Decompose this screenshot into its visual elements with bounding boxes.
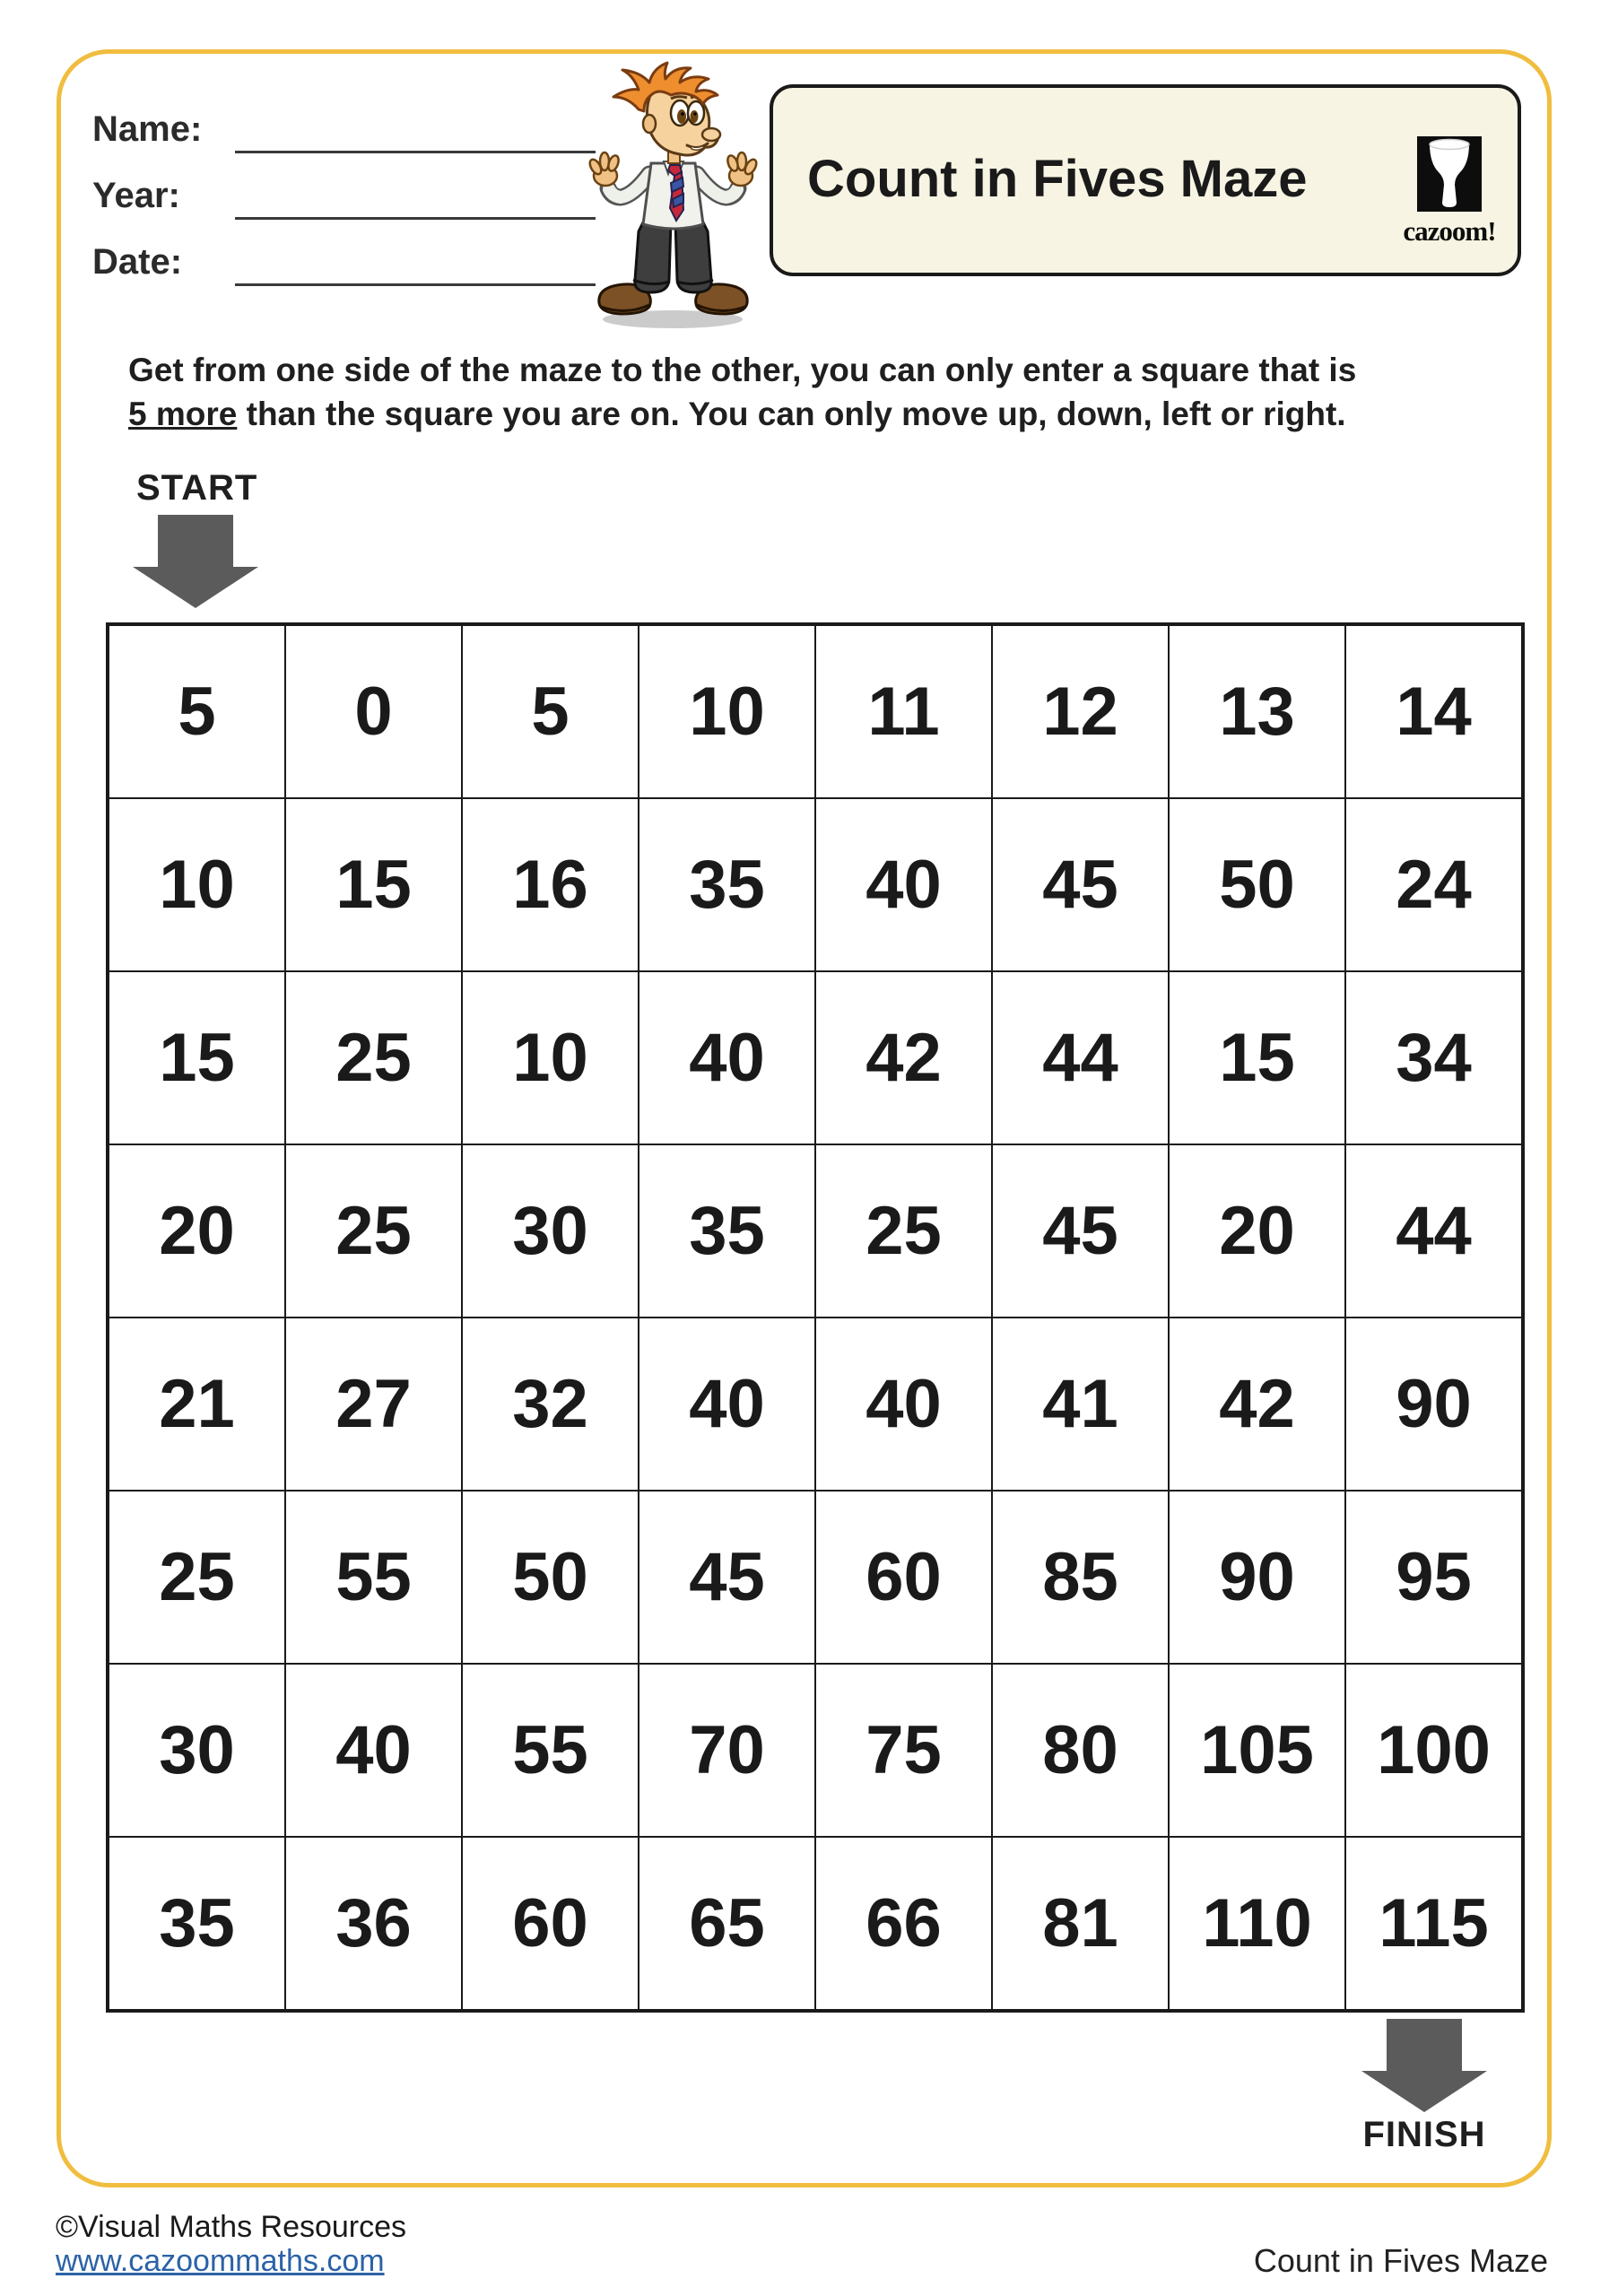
maze-cell[interactable]: 55 xyxy=(285,1491,462,1664)
maze-cell[interactable]: 30 xyxy=(462,1144,639,1318)
maze-cell[interactable]: 16 xyxy=(462,798,639,971)
start-label: START xyxy=(136,468,258,508)
maze-cell[interactable]: 15 xyxy=(109,971,285,1144)
maze-cell[interactable]: 40 xyxy=(285,1664,462,1837)
maze-cell[interactable]: 10 xyxy=(462,971,639,1144)
maze-cell[interactable]: 20 xyxy=(109,1144,285,1318)
footer-website-link[interactable]: www.cazoommaths.com xyxy=(56,2244,385,2278)
instructions-line1: Get from one side of the maze to the oth… xyxy=(128,352,1357,388)
maze-cell[interactable]: 32 xyxy=(462,1318,639,1491)
maze-cell[interactable]: 105 xyxy=(1169,1664,1345,1837)
maze-cell[interactable]: 11 xyxy=(815,625,992,798)
maze-cell[interactable]: 44 xyxy=(992,971,1169,1144)
maze-cell[interactable]: 40 xyxy=(815,798,992,971)
maze-cell[interactable]: 35 xyxy=(639,1144,815,1318)
maze-cell[interactable]: 60 xyxy=(815,1491,992,1664)
maze-cell[interactable]: 14 xyxy=(1345,625,1522,798)
maze-cell[interactable]: 85 xyxy=(992,1491,1169,1664)
maze-cell[interactable]: 42 xyxy=(815,971,992,1144)
maze-cell[interactable]: 15 xyxy=(1169,971,1345,1144)
maze-cell[interactable]: 10 xyxy=(109,798,285,971)
maze-cell[interactable]: 42 xyxy=(1169,1318,1345,1491)
instructions-text: Get from one side of the maze to the oth… xyxy=(128,348,1509,436)
maze-cell[interactable]: 44 xyxy=(1345,1144,1522,1318)
maze-cell[interactable]: 75 xyxy=(815,1664,992,1837)
maze-cell[interactable]: 50 xyxy=(1169,798,1345,971)
name-field[interactable] xyxy=(235,151,596,153)
page-border-frame xyxy=(57,49,1552,2187)
year-field[interactable] xyxy=(235,217,596,220)
maze-cell[interactable]: 35 xyxy=(109,1837,285,2010)
maze-cell[interactable]: 20 xyxy=(1169,1144,1345,1318)
maze-cell[interactable]: 5 xyxy=(109,625,285,798)
maze-cell[interactable]: 0 xyxy=(285,625,462,798)
maze-cell[interactable]: 90 xyxy=(1345,1318,1522,1491)
maze-cell[interactable]: 34 xyxy=(1345,971,1522,1144)
maze-cell[interactable]: 13 xyxy=(1169,625,1345,798)
maze-cell[interactable]: 36 xyxy=(285,1837,462,2010)
maze-cell[interactable]: 100 xyxy=(1345,1664,1522,1837)
instructions-line2: than the square you are on. You can only… xyxy=(237,396,1346,432)
maze-cell[interactable]: 40 xyxy=(639,1318,815,1491)
goblet-icon xyxy=(1429,138,1470,207)
maze-cell[interactable]: 95 xyxy=(1345,1491,1522,1664)
finish-label: FINISH xyxy=(1362,2115,1486,2154)
maze-cell[interactable]: 21 xyxy=(109,1318,285,1491)
maze-cell[interactable]: 45 xyxy=(639,1491,815,1664)
maze-cell[interactable]: 35 xyxy=(639,798,815,971)
name-label: Name: xyxy=(92,109,203,149)
instructions-emphasis: 5 more xyxy=(128,396,238,432)
maze-cell[interactable]: 25 xyxy=(815,1144,992,1318)
date-field[interactable] xyxy=(235,283,596,286)
maze-cell[interactable]: 15 xyxy=(285,798,462,971)
finish-arrow-icon xyxy=(1361,2019,1487,2112)
footer-copyright: ©Visual Maths Resources xyxy=(56,2210,407,2244)
cazoom-logo-text: cazoom! xyxy=(1403,215,1496,247)
year-label: Year: xyxy=(92,176,180,215)
maze-cell[interactable]: 81 xyxy=(992,1837,1169,2010)
maze-cell[interactable]: 27 xyxy=(285,1318,462,1491)
maze-cell[interactable]: 24 xyxy=(1345,798,1522,971)
title-box: Count in Fives Maze cazoom! xyxy=(770,84,1521,276)
maze-cell[interactable]: 110 xyxy=(1169,1837,1345,2010)
maze-cell[interactable]: 30 xyxy=(109,1664,285,1837)
maze-cell[interactable]: 70 xyxy=(639,1664,815,1837)
cazoom-mascot-icon xyxy=(588,61,758,328)
maze-cell[interactable]: 45 xyxy=(992,1144,1169,1318)
maze-cell[interactable]: 45 xyxy=(992,798,1169,971)
maze-cell[interactable]: 5 xyxy=(462,625,639,798)
maze-cell[interactable]: 90 xyxy=(1169,1491,1345,1664)
maze-cell[interactable]: 41 xyxy=(992,1318,1169,1491)
maze-cell[interactable]: 60 xyxy=(462,1837,639,2010)
maze-cell[interactable]: 40 xyxy=(639,971,815,1144)
maze-cell[interactable]: 25 xyxy=(109,1491,285,1664)
maze-cell[interactable]: 80 xyxy=(992,1664,1169,1837)
footer-worksheet-name: Count in Fives Maze xyxy=(1253,2242,1548,2279)
maze-cell[interactable]: 115 xyxy=(1345,1837,1522,2010)
maze-cell[interactable]: 12 xyxy=(992,625,1169,798)
start-arrow-icon xyxy=(133,515,258,608)
maze-cell[interactable]: 25 xyxy=(285,971,462,1144)
date-label: Date: xyxy=(92,242,183,282)
maze-cell[interactable]: 25 xyxy=(285,1144,462,1318)
maze-cell[interactable]: 10 xyxy=(639,625,815,798)
maze-grid: 5 0 5 10 11 12 13 14 10 15 16 35 40 45 50 24 15 25 10 40 42 4… xyxy=(106,622,1525,2013)
worksheet-title: Count in Fives Maze xyxy=(807,150,1308,208)
maze-cell[interactable]: 66 xyxy=(815,1837,992,2010)
cazoom-logo: cazoom! xyxy=(1403,135,1497,260)
maze-cell[interactable]: 40 xyxy=(815,1318,992,1491)
maze-cell[interactable]: 50 xyxy=(462,1491,639,1664)
maze-cell[interactable]: 55 xyxy=(462,1664,639,1837)
maze-cell[interactable]: 65 xyxy=(639,1837,815,2010)
